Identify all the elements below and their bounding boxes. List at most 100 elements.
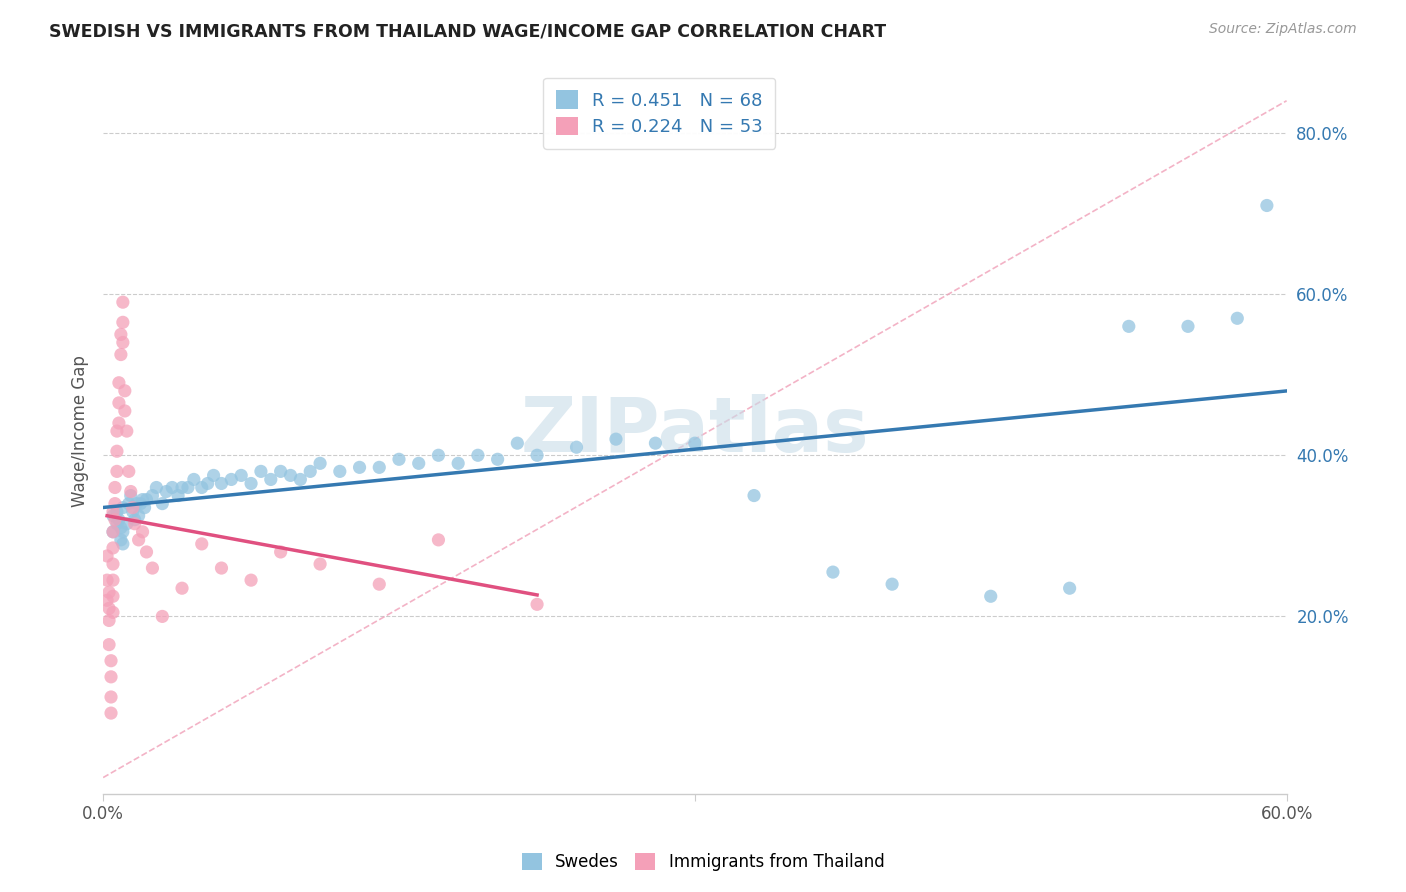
Point (121, 505, 143, 519)
Point (447, 456, 470, 470)
Point (309, 456, 332, 470)
Point (110, 521, 132, 535)
Point (1177, 319, 1199, 334)
Point (221, 472, 243, 486)
Point (150, 497, 173, 511)
Point (105, 464, 128, 478)
Point (128, 508, 150, 523)
Point (368, 460, 391, 475)
Point (101, 557, 124, 571)
Point (111, 524, 134, 539)
Point (1226, 311, 1249, 326)
Point (155, 484, 177, 499)
Point (190, 537, 212, 551)
Point (98, 601, 121, 615)
Point (98, 585, 121, 599)
Point (96, 573, 118, 587)
Point (683, 436, 706, 450)
Point (134, 500, 156, 515)
Point (100, 690, 122, 704)
Point (105, 516, 128, 531)
Point (240, 573, 263, 587)
Y-axis label: Wage/Income Gap: Wage/Income Gap (72, 355, 89, 507)
Point (299, 464, 322, 478)
Point (506, 436, 529, 450)
Point (368, 577, 391, 591)
Point (120, 489, 142, 503)
Point (124, 516, 146, 531)
Text: Source: ZipAtlas.com: Source: ZipAtlas.com (1209, 22, 1357, 37)
Point (100, 706, 122, 720)
Point (105, 505, 128, 519)
Point (108, 376, 131, 390)
Point (211, 561, 233, 575)
Point (105, 424, 128, 438)
Point (145, 481, 167, 495)
Point (101, 541, 124, 555)
Point (183, 472, 205, 486)
Point (821, 565, 844, 579)
Point (101, 589, 124, 603)
Point (121, 500, 143, 515)
Point (270, 545, 292, 559)
Point (100, 654, 122, 668)
Point (104, 513, 127, 527)
Point (486, 452, 509, 467)
Point (141, 561, 163, 575)
Point (240, 476, 263, 491)
Point (280, 468, 302, 483)
Point (128, 533, 150, 547)
Point (135, 492, 157, 507)
Point (115, 424, 138, 438)
Point (177, 481, 200, 495)
Point (135, 545, 157, 559)
Point (1059, 581, 1081, 595)
Point (124, 513, 146, 527)
Legend: R = 0.451   N = 68, R = 0.224   N = 53: R = 0.451 N = 68, R = 0.224 N = 53 (543, 78, 776, 149)
Point (114, 384, 136, 398)
Point (467, 448, 489, 462)
Point (329, 464, 352, 478)
Point (98, 614, 121, 628)
Point (108, 513, 131, 527)
Point (427, 448, 450, 462)
Point (309, 557, 332, 571)
Point (101, 505, 124, 519)
Point (110, 347, 132, 361)
Point (115, 516, 138, 531)
Point (408, 456, 430, 470)
Point (160, 481, 183, 495)
Point (114, 404, 136, 418)
Legend: Swedes, Immigrants from Thailand: Swedes, Immigrants from Thailand (513, 845, 893, 880)
Point (96, 593, 118, 607)
Point (1256, 198, 1278, 212)
Point (260, 472, 283, 486)
Point (167, 489, 190, 503)
Point (125, 497, 148, 511)
Point (118, 497, 141, 511)
Point (100, 670, 122, 684)
Point (150, 609, 173, 624)
Point (110, 533, 132, 547)
Point (131, 492, 153, 507)
Point (202, 468, 225, 483)
Point (190, 481, 212, 495)
Point (105, 444, 128, 458)
Point (290, 472, 312, 486)
Point (110, 327, 132, 342)
Point (108, 396, 131, 410)
Point (231, 468, 253, 483)
Point (101, 524, 124, 539)
Point (111, 295, 134, 310)
Point (118, 464, 141, 478)
Point (644, 436, 666, 450)
Point (211, 476, 233, 491)
Point (111, 537, 134, 551)
Point (605, 432, 627, 446)
Point (131, 524, 153, 539)
Point (104, 481, 127, 495)
Point (104, 497, 127, 511)
Point (111, 315, 134, 329)
Text: SWEDISH VS IMMIGRANTS FROM THAILAND WAGE/INCOME GAP CORRELATION CHART: SWEDISH VS IMMIGRANTS FROM THAILAND WAGE… (49, 22, 886, 40)
Point (427, 533, 450, 547)
